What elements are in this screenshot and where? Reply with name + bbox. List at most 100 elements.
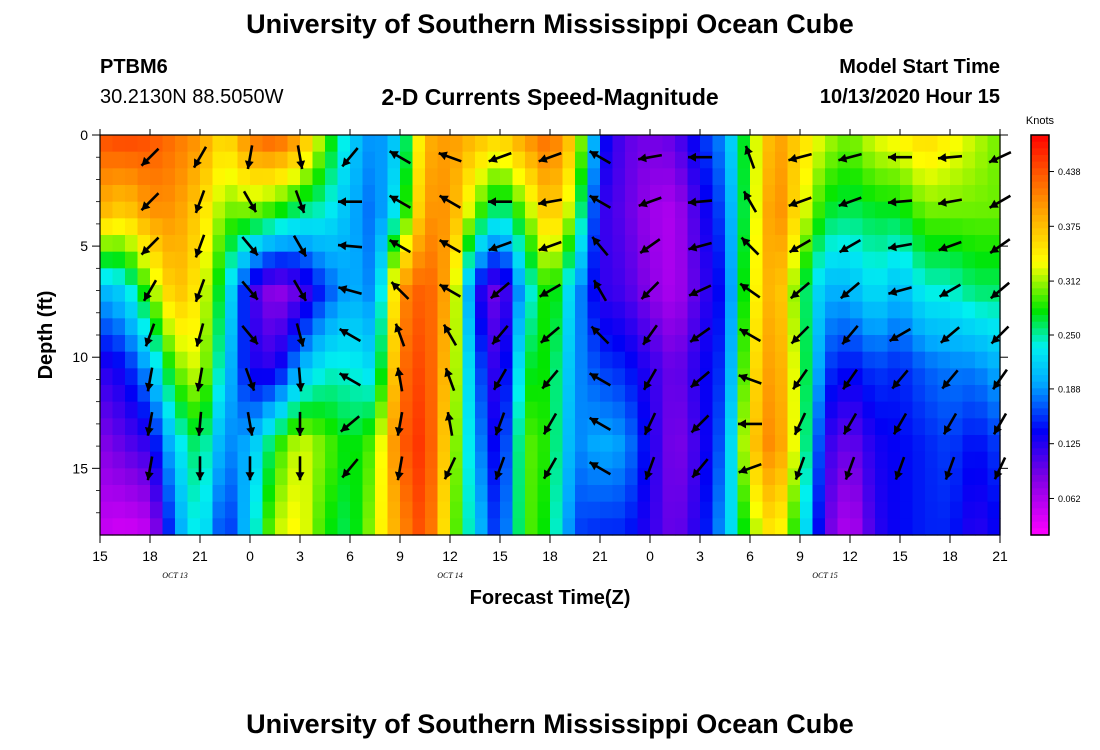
heatmap-cell <box>475 251 489 269</box>
heatmap-cell <box>700 335 714 353</box>
heatmap-cell <box>100 185 114 203</box>
heatmap-cell <box>462 318 476 336</box>
heatmap-cell <box>500 518 514 536</box>
heatmap-cell <box>950 268 964 286</box>
heatmap-cell <box>925 151 939 169</box>
heatmap-cell <box>512 401 526 419</box>
heatmap-cell <box>925 251 939 269</box>
current-vector <box>937 197 963 207</box>
heatmap-cell <box>400 251 414 269</box>
heatmap-cell <box>562 318 576 336</box>
heatmap-cell <box>525 435 539 453</box>
heatmap-cell <box>337 251 351 269</box>
heatmap-cell <box>112 235 126 253</box>
vector-head <box>591 326 601 336</box>
heatmap-cell <box>762 301 776 319</box>
vector-head <box>744 191 752 201</box>
heatmap-cell <box>950 385 964 403</box>
heatmap-cell <box>187 501 201 519</box>
heatmap-cell <box>350 301 364 319</box>
heatmap-cell <box>912 418 926 436</box>
heatmap-cell <box>250 518 264 536</box>
heatmap-cell <box>737 501 751 519</box>
heatmap-cell <box>100 151 114 169</box>
vector-head <box>194 382 204 392</box>
heatmap-cell <box>587 518 601 536</box>
heatmap-cell <box>262 135 276 153</box>
heatmap-cell <box>975 301 989 319</box>
heatmap-cell <box>100 218 114 236</box>
heatmap-cell <box>225 185 239 203</box>
heatmap-cell <box>325 318 339 336</box>
heatmap-cell <box>412 151 426 169</box>
current-vector <box>691 458 709 479</box>
heatmap-cell <box>187 451 201 469</box>
heatmap-cell <box>200 185 214 203</box>
heatmap-cell <box>825 501 839 519</box>
heatmap-cell <box>650 285 664 303</box>
heatmap-cell <box>525 218 539 236</box>
heatmap-cell <box>450 451 464 469</box>
heatmap-cell <box>662 401 676 419</box>
vector-head <box>244 160 254 169</box>
heatmap-cell <box>775 301 789 319</box>
heatmap-cell <box>250 235 264 253</box>
heatmap-cell <box>150 201 164 219</box>
heatmap-cell <box>512 485 526 503</box>
heatmap-cell <box>625 301 639 319</box>
current-vector <box>588 150 612 165</box>
heatmap-cell <box>325 335 339 353</box>
heatmap-cell <box>412 301 426 319</box>
heatmap-cell <box>850 335 864 353</box>
heatmap-cell <box>800 268 814 286</box>
heatmap-cell <box>962 335 976 353</box>
chart-subtitle: 2-D Currents Speed-Magnitude <box>381 84 719 110</box>
current-vector <box>394 367 404 392</box>
vector-head <box>938 243 948 252</box>
heatmap-cell <box>812 451 826 469</box>
station-coordinates: 30.2130N 88.5050W <box>100 86 284 108</box>
heatmap-cell <box>537 351 551 369</box>
heatmap-cell <box>337 335 351 353</box>
heatmap-cell <box>237 301 251 319</box>
heatmap-cell <box>575 518 589 536</box>
heatmap-cell <box>350 468 364 486</box>
vector-head <box>791 334 801 344</box>
heatmap-cell <box>512 518 526 536</box>
heatmap-cell <box>437 201 451 219</box>
heatmap-cell <box>912 451 926 469</box>
heatmap-cell <box>562 151 576 169</box>
heatmap-cell <box>787 301 801 319</box>
heatmap-cell <box>175 285 189 303</box>
colorbar-label: Knots <box>1026 115 1055 127</box>
heatmap-cell <box>187 435 201 453</box>
heatmap-cell <box>587 285 601 303</box>
current-vector <box>295 367 305 392</box>
heatmap-cell <box>537 168 551 186</box>
heatmap-cell <box>412 285 426 303</box>
heatmap-cell <box>650 251 664 269</box>
heatmap-cell <box>162 485 176 503</box>
heatmap-cell <box>950 218 964 236</box>
heatmap-cell <box>925 468 939 486</box>
heatmap-cell <box>300 318 314 336</box>
heatmap-cell <box>550 518 564 536</box>
heatmap-cell <box>925 285 939 303</box>
heatmap-cell <box>737 385 751 403</box>
heatmap-cell <box>862 485 876 503</box>
heatmap-cell <box>787 318 801 336</box>
heatmap-cell <box>925 518 939 536</box>
heatmap-cell <box>700 351 714 369</box>
heatmap-cell <box>812 501 826 519</box>
colorbar-swatch <box>1031 495 1049 503</box>
heatmap-cell <box>375 268 389 286</box>
heatmap-cell <box>137 251 151 269</box>
heatmap-cell <box>887 318 901 336</box>
vector-head <box>691 423 701 433</box>
heatmap-cell <box>275 301 289 319</box>
heatmap-cell <box>200 385 214 403</box>
heatmap-cell <box>975 468 989 486</box>
heatmap-cell <box>700 518 714 536</box>
heatmap-cell <box>225 201 239 219</box>
heatmap-cell <box>600 351 614 369</box>
